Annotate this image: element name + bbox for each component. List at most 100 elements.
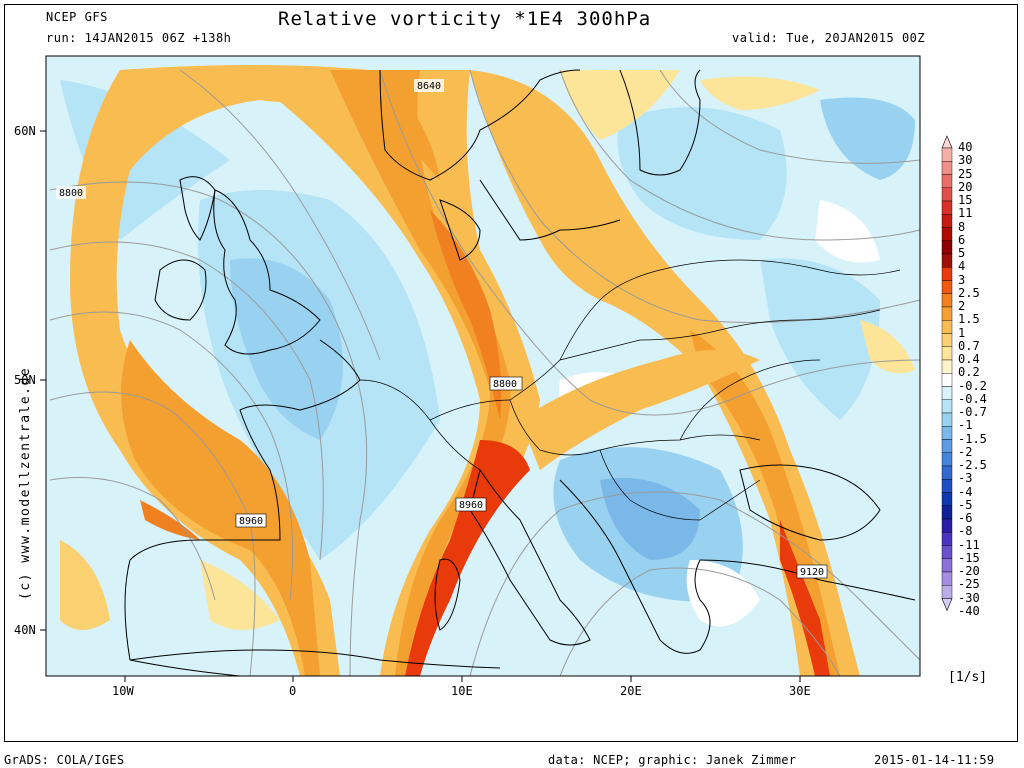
colorbar-cap-top xyxy=(941,135,953,149)
colorbar-swatch xyxy=(941,359,953,374)
colorbar-level-label: 25 xyxy=(958,166,973,181)
contour-label: 9120 xyxy=(800,567,824,578)
colorbar-level-label: 6 xyxy=(958,232,966,247)
axis-ticks xyxy=(40,130,801,682)
colorbar-swatch xyxy=(941,293,953,308)
height-contours xyxy=(49,69,920,676)
colorbar-swatch xyxy=(941,452,953,467)
colorbar-swatch xyxy=(941,479,953,493)
colorbar-level-label: -5 xyxy=(958,497,973,512)
colorbar-swatch xyxy=(941,187,953,202)
colorbar-level-label: 1 xyxy=(958,325,966,340)
colorbar-swatch xyxy=(941,492,953,506)
colorbar-swatch xyxy=(941,412,953,427)
valid-time: valid: Tue, 20JAN2015 00Z xyxy=(732,31,926,45)
colorbar-swatch xyxy=(941,465,953,480)
colorbar-swatch xyxy=(941,174,953,188)
colorbar-level-label: 0.4 xyxy=(958,352,980,366)
run-info: run: 14JAN2015 06Z +138h xyxy=(46,31,232,45)
colorbar-level-label: 0.2 xyxy=(958,365,980,380)
colorbar-swatch xyxy=(941,320,953,334)
lon-label-10w: 10W xyxy=(112,684,134,698)
colorbar-level-label: 11 xyxy=(958,206,973,221)
borders xyxy=(359,259,901,521)
colorbar-level-label: -1 xyxy=(958,418,973,433)
colorbar-swatch xyxy=(941,147,953,162)
lat-label-40n: 40N xyxy=(14,623,36,637)
colorbar-level-label: -2 xyxy=(958,444,973,459)
colorbar-swatch xyxy=(941,505,953,520)
footer-credits: data: NCEP; graphic: Janek Zimmer xyxy=(548,753,797,767)
colorbar-level-label: -4 xyxy=(958,484,973,499)
contour-label: 8960 xyxy=(459,500,483,511)
contour-label-bg xyxy=(455,497,487,512)
contour-label: 8800 xyxy=(493,379,517,390)
colorbar-level-label: -40 xyxy=(958,603,980,618)
colorbar-swatch xyxy=(941,373,953,387)
colorbar-level-label: 1.5 xyxy=(958,312,980,327)
colorbar-swatch xyxy=(941,280,953,294)
colorbar-level-label: 8 xyxy=(958,219,966,234)
colorbar-level-label: -30 xyxy=(958,590,980,605)
colorbar-swatch xyxy=(941,545,953,559)
contour-label-group: 8640 8800 8800 8960 8960 9120 xyxy=(56,79,828,579)
colorbar-swatch xyxy=(941,426,953,440)
colorbar-swatch xyxy=(941,306,953,321)
lon-label-20e: 20E xyxy=(620,684,642,698)
lat-label-60n: 60N xyxy=(14,124,36,138)
contour-label: 8800 xyxy=(59,188,83,199)
contour-label-bg xyxy=(796,564,828,579)
colorbar-swatch xyxy=(941,585,953,599)
watermark: (c) www.modellzentrale.de xyxy=(18,366,33,600)
colorbar-swatch xyxy=(941,346,953,361)
contour-label-bg xyxy=(56,186,86,199)
colorbar-level-label: -1.5 xyxy=(958,431,987,446)
lon-label-30e: 30E xyxy=(789,684,811,698)
coastlines xyxy=(124,69,916,676)
colorbar-swatch xyxy=(941,214,953,228)
colorbar-swatch xyxy=(941,558,953,573)
colorbar-swatch xyxy=(941,240,953,255)
colorbar-level-label: 30 xyxy=(958,153,973,168)
colorbar-unit: [1/s] xyxy=(948,670,988,685)
colorbar-level-label: 2.5 xyxy=(958,285,980,300)
colorbar-swatch xyxy=(941,161,953,175)
contour-label-bg xyxy=(235,513,267,528)
colorbar-level-label: -15 xyxy=(958,550,980,565)
colorbar-level-label: -3 xyxy=(958,471,973,486)
colorbar-level-label: 3 xyxy=(958,272,966,287)
colorbar-level-label: -20 xyxy=(958,564,980,578)
colorbar-swatch xyxy=(941,333,953,347)
colorbar-level-label: 0.7 xyxy=(958,338,980,353)
colorbar-swatch xyxy=(941,571,953,586)
colorbar-level-label: 20 xyxy=(958,179,973,194)
lat-label-50n: 50N xyxy=(14,373,36,387)
colorbar-swatch xyxy=(941,439,953,453)
colorbar-swatch xyxy=(941,518,953,533)
map-border xyxy=(45,55,921,677)
colorbar-swatch xyxy=(941,227,953,241)
lon-label-0: 0 xyxy=(289,684,297,698)
map-field xyxy=(46,56,920,676)
colorbar-level-label: -0.4 xyxy=(958,391,987,406)
colorbar-level-label: -2.5 xyxy=(958,458,987,472)
colorbar-level-label: 2 xyxy=(958,299,966,313)
colorbar-swatch xyxy=(941,399,953,414)
model-name: NCEP GFS xyxy=(46,10,108,24)
colorbar-level-label: 5 xyxy=(958,246,966,260)
contour-label: 8640 xyxy=(417,81,441,92)
lon-label-10e: 10E xyxy=(451,684,473,698)
contour-label-bg xyxy=(489,376,523,391)
colorbar-swatch xyxy=(941,200,953,215)
colorbar-level-label: -8 xyxy=(958,524,973,539)
colorbar-level-label: 4 xyxy=(958,259,966,274)
colorbar-swatch xyxy=(941,386,953,400)
footer-timestamp: 2015-01-14-11:59 xyxy=(874,753,995,767)
colorbar-cap-bottom xyxy=(941,598,953,612)
colorbar-level-label: -0.7 xyxy=(958,405,987,419)
colorbar-level-label: -0.2 xyxy=(958,378,987,393)
colorbar-level-label: 15 xyxy=(958,193,973,207)
figure-frame xyxy=(4,4,1018,742)
colorbar-level-label: -11 xyxy=(958,537,980,552)
